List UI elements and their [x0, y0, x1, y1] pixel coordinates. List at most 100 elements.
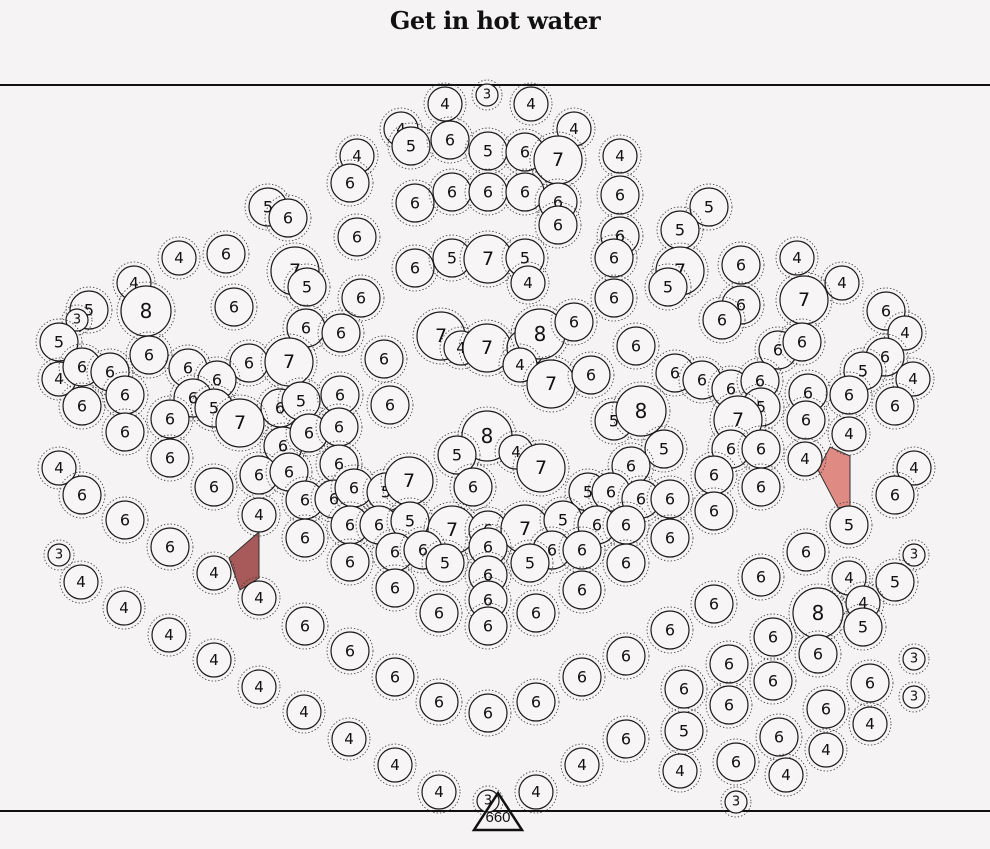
bubble[interactable]: 3 [471, 79, 503, 111]
bubble[interactable]: 7 [775, 271, 833, 329]
bubble-disc[interactable] [241, 497, 277, 533]
bubble-disc[interactable] [741, 467, 781, 507]
bubble-disc[interactable] [741, 557, 781, 597]
launcher-triangle-icon[interactable] [471, 790, 525, 832]
bubble[interactable]: 6 [264, 194, 312, 242]
bubble-disc[interactable] [513, 86, 549, 122]
bubble-disc[interactable] [421, 774, 457, 810]
bubble-disc[interactable] [786, 400, 826, 440]
bubble[interactable]: 6 [794, 630, 842, 678]
bubble-disc[interactable] [285, 518, 325, 558]
bubble-disc[interactable] [875, 386, 915, 426]
bubble[interactable]: 4 [804, 728, 848, 772]
bubble-disc[interactable] [594, 278, 634, 318]
bubble[interactable]: 3 [898, 643, 930, 675]
bubble[interactable]: 6 [871, 471, 919, 519]
bubble[interactable]: 7 [260, 333, 318, 391]
bubble[interactable]: 5 [644, 263, 692, 311]
bubble-disc[interactable] [875, 475, 915, 515]
bubble[interactable]: 6 [660, 665, 708, 713]
bubble[interactable]: 4 [848, 702, 892, 746]
bubble-disc[interactable] [824, 265, 860, 301]
bubble[interactable]: 6 [567, 351, 615, 399]
bubble-disc[interactable] [843, 607, 883, 647]
bubble-disc[interactable] [831, 416, 867, 452]
bubble[interactable]: 6 [202, 230, 250, 278]
bubble[interactable]: 5 [825, 501, 873, 549]
bubble[interactable]: 4 [892, 446, 936, 490]
bubble-disc[interactable] [419, 593, 459, 633]
bubble[interactable]: 6 [281, 514, 329, 562]
bubble[interactable]: 6 [428, 168, 476, 216]
bubble-disc[interactable] [430, 120, 470, 160]
bubble[interactable]: 6 [596, 171, 644, 219]
bubble-disc[interactable] [829, 505, 869, 545]
bubble-disc[interactable] [321, 313, 361, 353]
bubble-disc[interactable] [616, 326, 656, 366]
bubble[interactable]: 6 [146, 434, 194, 482]
bubble[interactable]: 7 [380, 452, 438, 510]
bubble[interactable]: 4 [783, 437, 827, 481]
bubble-disc[interactable] [606, 543, 646, 583]
bubble-disc[interactable] [425, 543, 465, 583]
bubble-disc[interactable] [650, 479, 690, 519]
bubble-disc[interactable] [852, 706, 888, 742]
bubble[interactable]: 5 [640, 425, 688, 473]
bubble-disc[interactable] [896, 450, 932, 486]
bubble-disc[interactable] [286, 694, 322, 730]
bubble[interactable]: 6 [550, 298, 598, 346]
bubble[interactable]: 4 [560, 743, 604, 787]
bubble-disc[interactable] [562, 570, 602, 610]
bubble-disc[interactable] [375, 568, 415, 608]
bubble-disc[interactable] [850, 663, 890, 703]
bubble[interactable]: 6 [705, 640, 753, 688]
bubble-disc[interactable] [759, 717, 799, 757]
bubble[interactable]: 4 [192, 551, 236, 595]
bubble-disc[interactable] [453, 467, 493, 507]
bubble[interactable]: 6 [782, 528, 830, 576]
bubble[interactable]: 4 [147, 613, 191, 657]
bubble[interactable]: 7 [529, 131, 587, 189]
bubble-disc[interactable] [753, 661, 793, 701]
bubble-disc[interactable] [594, 238, 634, 278]
bubble-disc[interactable] [808, 732, 844, 768]
bubble-disc[interactable] [615, 385, 667, 437]
bubble-disc[interactable] [650, 518, 690, 558]
bubble-disc[interactable] [786, 532, 826, 572]
bubble-disc[interactable] [215, 398, 265, 448]
bubble[interactable]: 4 [423, 82, 467, 126]
bubble[interactable]: 6 [534, 201, 582, 249]
bubble[interactable]: 4 [506, 261, 550, 305]
bubble[interactable]: 6 [125, 331, 173, 379]
bubble[interactable]: 4 [417, 770, 461, 814]
bubble[interactable]: 6 [782, 396, 830, 444]
bubble-disc[interactable] [475, 83, 499, 107]
bubble-disc[interactable] [62, 475, 102, 515]
bubble-disc[interactable] [806, 689, 846, 729]
bubble-disc[interactable] [606, 719, 646, 759]
bubble-disc[interactable] [437, 435, 477, 475]
bubble[interactable]: 4 [891, 357, 935, 401]
bubble-disc[interactable] [510, 543, 550, 583]
bubble[interactable]: 6 [315, 403, 363, 451]
bubble[interactable]: 3 [898, 681, 930, 713]
bubble[interactable]: 4 [514, 770, 558, 814]
bubble[interactable]: 3 [43, 539, 75, 571]
bubble[interactable]: 6 [802, 685, 850, 733]
bubble-disc[interactable] [538, 205, 578, 245]
bubble[interactable]: 8 [611, 381, 671, 441]
bubble[interactable]: 5 [660, 707, 708, 755]
bubble-disc[interactable] [600, 175, 640, 215]
bubble-disc[interactable] [330, 631, 370, 671]
bubble[interactable]: 5 [839, 603, 887, 651]
bubble[interactable]: 6 [337, 274, 385, 322]
bubble-disc[interactable] [753, 617, 793, 657]
bubble[interactable]: 4 [282, 690, 326, 734]
bubble[interactable]: 6 [58, 471, 106, 519]
bubble[interactable]: 6 [146, 395, 194, 443]
bubble-disc[interactable] [129, 335, 169, 375]
bubble-disc[interactable] [206, 234, 246, 274]
bubble-disc[interactable] [564, 747, 600, 783]
bubble[interactable]: 8 [788, 583, 848, 643]
bubble[interactable]: 6 [326, 627, 374, 675]
